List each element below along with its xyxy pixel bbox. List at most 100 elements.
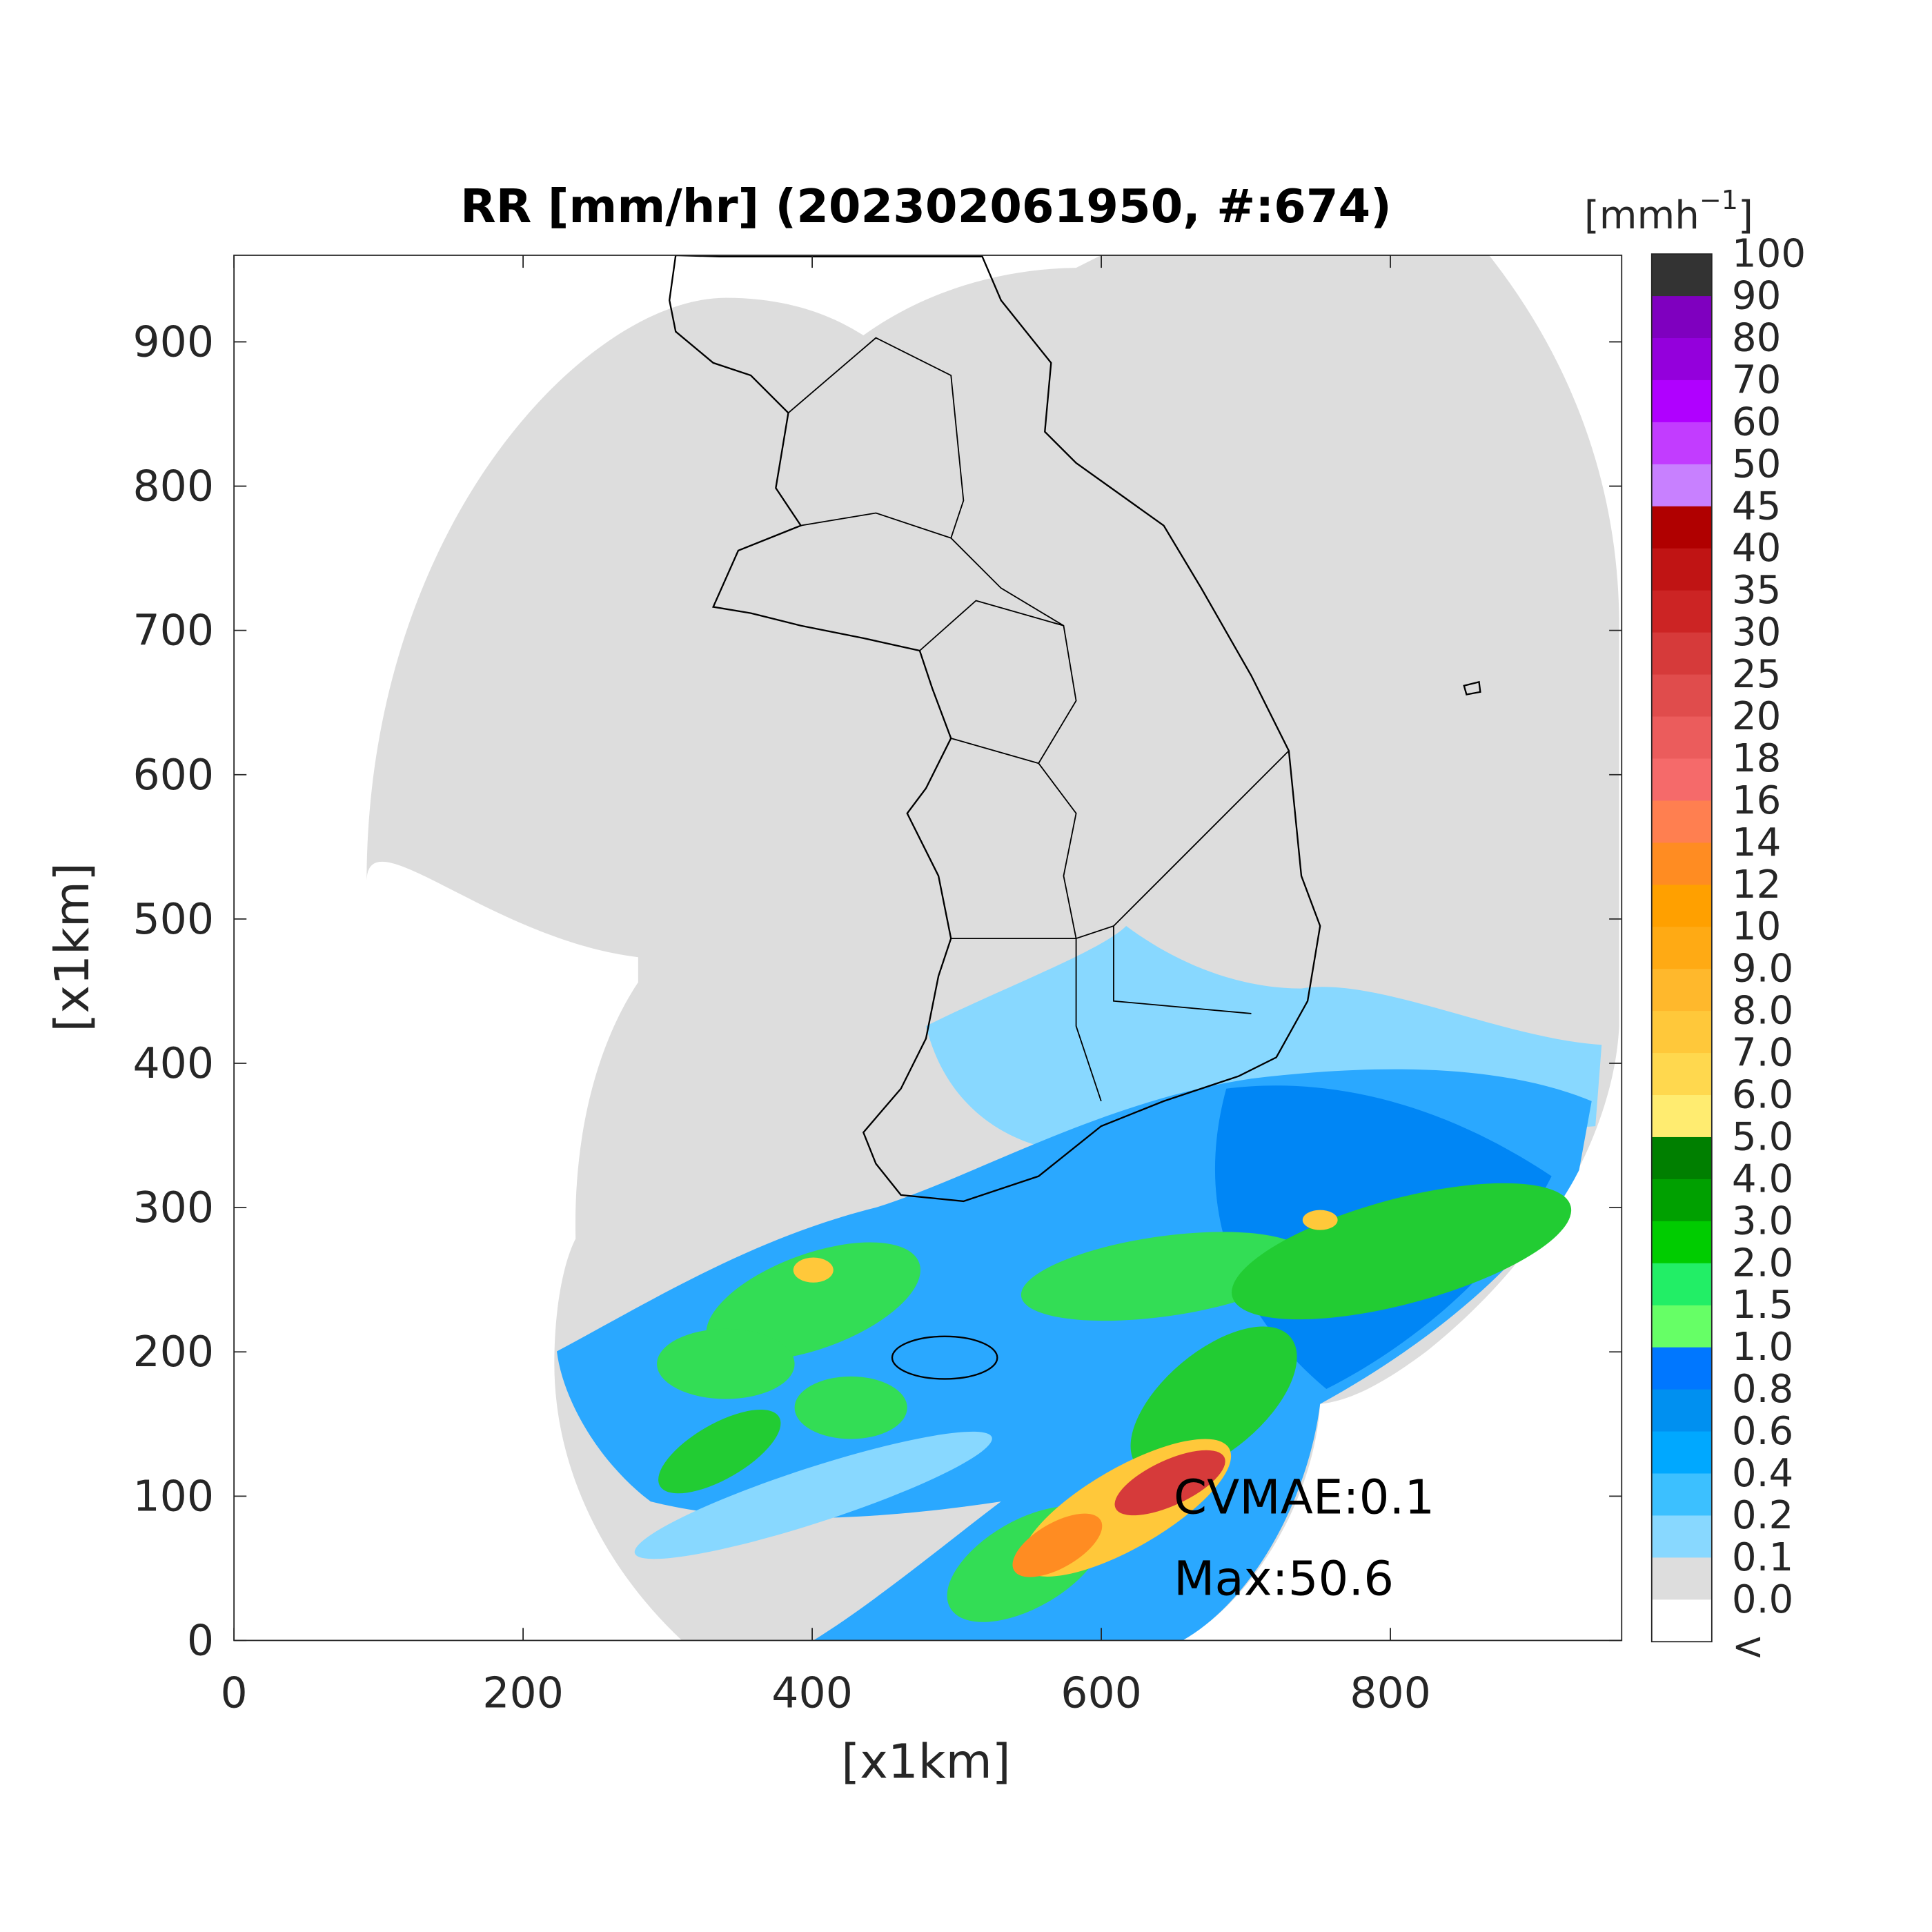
y-tick-label: 900: [132, 317, 214, 366]
colorbar-tick-label: 0.0: [1732, 1577, 1793, 1622]
colorbar-segment: [1651, 1179, 1712, 1222]
colorbar-segment: [1651, 464, 1712, 507]
y-tick-label: 200: [132, 1327, 214, 1377]
colorbar-segment: [1651, 927, 1712, 970]
colorbar-segment: [1651, 1473, 1712, 1517]
colorbar-tick-label: 80: [1732, 316, 1782, 361]
colorbar-segment: [1651, 254, 1712, 297]
colorbar-tick-label: 1.0: [1732, 1325, 1793, 1370]
colorbar-tick-label: 7.0: [1732, 1031, 1793, 1076]
plot-frame: [233, 255, 1623, 1642]
colorbar-tick-label: 0.4: [1732, 1451, 1793, 1496]
colorbar-segment: [1651, 885, 1712, 928]
rain-green: [1130, 1326, 1297, 1477]
y-tick-label: 400: [132, 1038, 214, 1088]
colorbar-segment: [1651, 1263, 1712, 1306]
colorbar-segment: [1651, 800, 1712, 844]
colorbar-segment: [1651, 716, 1712, 760]
rain-green: [706, 1242, 920, 1361]
colorbar-tick-label: 16: [1732, 778, 1782, 823]
colorbar-unit: [mmh−1]: [1584, 185, 1753, 237]
colorbar-tick-label: 14: [1732, 820, 1782, 865]
colorbar-segment: [1651, 296, 1712, 339]
unit-text: [mmh: [1584, 193, 1699, 237]
colorbar-segment: [1651, 1011, 1712, 1054]
colorbar-frame: [1650, 253, 1713, 1643]
colorbar-segment: [1651, 969, 1712, 1012]
colorbar-segment: [1651, 842, 1712, 886]
colorbar-tick-label: 4.0: [1732, 1156, 1793, 1201]
rain-red: [1114, 1450, 1225, 1516]
colorbar-below-label: <: [1732, 1624, 1764, 1669]
y-tick-label: 100: [132, 1471, 214, 1521]
colorbar-segment: [1651, 1599, 1712, 1643]
colorbar-segment: [1651, 1053, 1712, 1096]
x-tick-label: 200: [482, 1668, 564, 1718]
colorbar-segment: [1651, 632, 1712, 676]
unit-close: ]: [1738, 193, 1753, 237]
y-tick-label: 0: [187, 1615, 214, 1665]
colorbar-segment: [1651, 1515, 1712, 1559]
rain-yellow: [793, 1257, 834, 1283]
colorbar-segment: [1651, 379, 1712, 423]
rain-green: [658, 1409, 781, 1494]
rain-yellow: [1302, 1210, 1338, 1230]
colorbar-tick-label: 20: [1732, 694, 1782, 739]
colorbar-segment: [1651, 506, 1712, 549]
colorbar-tick-label: 5.0: [1732, 1114, 1793, 1159]
colorbar-segment: [1651, 1389, 1712, 1432]
rain-green: [657, 1328, 795, 1399]
colorbar-segment: [1651, 548, 1712, 591]
rain-lightband: [634, 1431, 992, 1559]
colorbar-segment: [1651, 1557, 1712, 1601]
rain-green: [794, 1376, 907, 1439]
colorbar-tick-label: 6.0: [1732, 1073, 1793, 1118]
colorbar-tick-label: 2.0: [1732, 1241, 1793, 1285]
coastline: [669, 255, 1321, 1203]
colorbar-tick-label: 60: [1732, 400, 1782, 444]
colorbar-tick-label: 18: [1732, 736, 1782, 781]
colorbar-segment: [1651, 1431, 1712, 1475]
colorbar-segment: [1651, 758, 1712, 802]
colorbar-segment: [1651, 1221, 1712, 1264]
colorbar-tick-label: 50: [1732, 442, 1782, 486]
colorbar-segment: [1651, 422, 1712, 465]
x-tick-label: 0: [221, 1668, 248, 1718]
annotation: Max:50.6: [1174, 1552, 1394, 1607]
ulleung-island: [1463, 680, 1481, 696]
colorbar-tick-label: 10: [1732, 905, 1782, 949]
y-tick-label: 500: [132, 894, 214, 944]
y-tick-label: 600: [132, 750, 214, 800]
colorbar-tick-label: 40: [1732, 526, 1782, 571]
x-tick-label: 800: [1350, 1668, 1431, 1718]
colorbar-tick-label: 45: [1732, 484, 1782, 529]
x-tick-label: 400: [771, 1668, 853, 1718]
colorbar-segment: [1651, 1305, 1712, 1348]
colorbar-tick-label: 0.8: [1732, 1367, 1793, 1412]
rain-green: [1232, 1183, 1572, 1320]
colorbar-tick-label: 70: [1732, 357, 1782, 402]
map-layer: [366, 255, 1619, 1641]
colorbar-segment: [1651, 590, 1712, 633]
colorbar-tick-label: 30: [1732, 610, 1782, 655]
y-tick-label: 800: [132, 462, 214, 511]
colorbar-segment: [1651, 1136, 1712, 1180]
jeju-island: [891, 1335, 998, 1380]
colorbar-tick-label: 90: [1732, 274, 1782, 319]
y-axis-label: [x1km]: [45, 862, 100, 1032]
colorbar-tick-label: 9.0: [1732, 947, 1793, 992]
colorbar-tick-label: 12: [1732, 862, 1782, 907]
colorbar-segment: [1651, 338, 1712, 381]
colorbar-tick-label: 35: [1732, 568, 1782, 613]
annotation: CVMAE:0.1: [1174, 1470, 1435, 1526]
y-tick-label: 700: [132, 606, 214, 656]
unit-exponent: −1: [1699, 185, 1738, 215]
colorbar-tick-label: 8.0: [1732, 989, 1793, 1034]
colorbar-tick-label: 0.2: [1732, 1493, 1793, 1538]
colorbar-segment: [1651, 1347, 1712, 1390]
province-border: [787, 337, 1290, 1102]
colorbar-tick-label: 0.6: [1732, 1409, 1793, 1454]
y-tick-label: 300: [132, 1183, 214, 1232]
